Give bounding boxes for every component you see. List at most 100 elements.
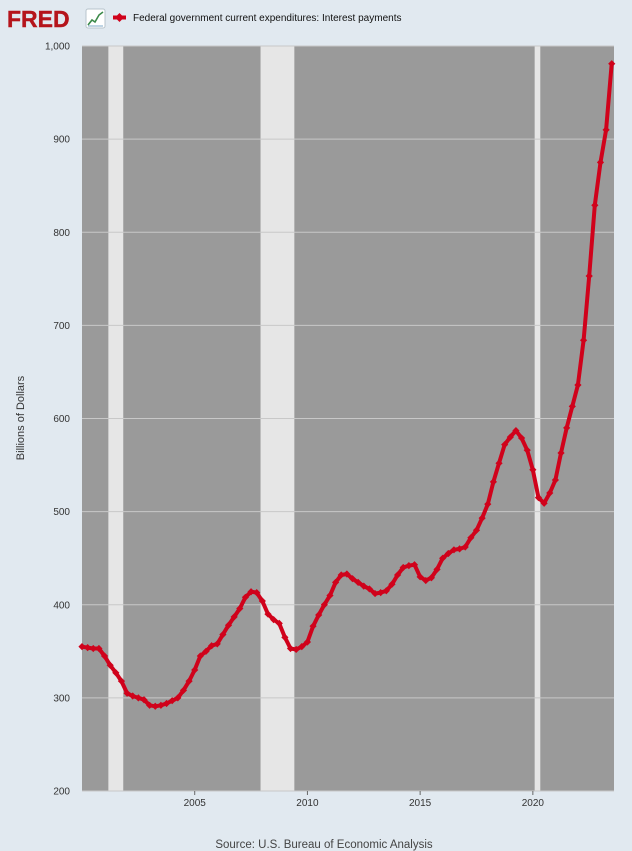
data-point[interactable] bbox=[399, 563, 407, 572]
data-point[interactable] bbox=[275, 619, 283, 627]
data-point[interactable] bbox=[95, 644, 103, 653]
data-point[interactable] bbox=[455, 545, 464, 553]
data-point[interactable] bbox=[574, 381, 582, 389]
data-point[interactable] bbox=[450, 546, 458, 554]
data-point[interactable] bbox=[467, 534, 475, 542]
data-point[interactable] bbox=[315, 611, 323, 619]
data-point[interactable] bbox=[563, 424, 571, 432]
data-point[interactable] bbox=[303, 638, 312, 646]
data-point[interactable] bbox=[320, 601, 328, 609]
data-point[interactable] bbox=[106, 661, 114, 669]
data-point[interactable] bbox=[517, 434, 526, 442]
y-tick-label: 900 bbox=[53, 135, 70, 146]
data-point[interactable] bbox=[286, 644, 295, 653]
data-point[interactable] bbox=[608, 60, 616, 68]
data-point[interactable] bbox=[191, 666, 199, 674]
data-point[interactable] bbox=[134, 694, 142, 702]
data-point[interactable] bbox=[281, 633, 289, 641]
data-point[interactable] bbox=[579, 336, 588, 344]
data-point[interactable] bbox=[129, 692, 137, 700]
data-point[interactable] bbox=[213, 640, 221, 648]
data-point[interactable] bbox=[140, 696, 148, 704]
data-point[interactable] bbox=[146, 701, 154, 709]
data-point[interactable] bbox=[602, 126, 610, 134]
data-point[interactable] bbox=[332, 578, 340, 586]
data-point[interactable] bbox=[196, 652, 204, 660]
data-point[interactable] bbox=[123, 689, 131, 697]
data-point[interactable] bbox=[360, 582, 368, 590]
data-point[interactable] bbox=[529, 466, 537, 474]
legend[interactable]: Federal government current expenditures:… bbox=[113, 13, 401, 24]
data-point[interactable] bbox=[270, 616, 278, 624]
y-tick-label: 700 bbox=[53, 321, 70, 332]
data-point[interactable] bbox=[382, 587, 390, 595]
data-point[interactable] bbox=[501, 440, 509, 449]
data-point[interactable] bbox=[388, 580, 396, 588]
data-point[interactable] bbox=[405, 562, 413, 570]
data-point[interactable] bbox=[354, 578, 362, 586]
data-point[interactable] bbox=[241, 593, 250, 601]
data-point[interactable] bbox=[230, 613, 238, 621]
data-point[interactable] bbox=[236, 604, 244, 613]
data-point[interactable] bbox=[219, 630, 227, 639]
data-point[interactable] bbox=[89, 644, 97, 653]
data-point[interactable] bbox=[596, 158, 605, 167]
data-point[interactable] bbox=[343, 570, 351, 578]
data-point[interactable] bbox=[478, 514, 486, 522]
data-point[interactable] bbox=[162, 699, 171, 708]
data-point[interactable] bbox=[174, 694, 182, 702]
data-point[interactable] bbox=[568, 402, 576, 410]
data-point[interactable] bbox=[371, 589, 379, 598]
data-point[interactable] bbox=[264, 610, 272, 618]
series-interest-payments[interactable] bbox=[78, 60, 616, 710]
data-point[interactable] bbox=[393, 571, 402, 579]
data-point[interactable] bbox=[258, 597, 266, 605]
data-point[interactable] bbox=[78, 643, 86, 651]
data-point[interactable] bbox=[151, 702, 159, 710]
data-point[interactable] bbox=[224, 621, 233, 629]
data-point[interactable] bbox=[489, 478, 497, 486]
data-point[interactable] bbox=[495, 459, 503, 467]
data-point[interactable] bbox=[326, 591, 334, 600]
data-point[interactable] bbox=[377, 589, 385, 597]
data-point[interactable] bbox=[585, 272, 593, 280]
data-point[interactable] bbox=[551, 476, 559, 484]
data-point[interactable] bbox=[309, 622, 317, 630]
data-point[interactable] bbox=[185, 677, 193, 685]
data-point[interactable] bbox=[202, 647, 210, 655]
data-point[interactable] bbox=[534, 494, 543, 502]
data-point[interactable] bbox=[208, 642, 216, 650]
data-point[interactable] bbox=[506, 433, 514, 441]
data-point[interactable] bbox=[557, 449, 565, 457]
data-point[interactable] bbox=[591, 201, 599, 209]
data-point[interactable] bbox=[292, 645, 300, 654]
data-point[interactable] bbox=[298, 643, 306, 651]
data-point[interactable] bbox=[348, 575, 357, 583]
data-point[interactable] bbox=[461, 543, 469, 551]
data-point[interactable] bbox=[433, 565, 441, 573]
data-point[interactable] bbox=[410, 561, 419, 569]
data-point[interactable] bbox=[247, 588, 255, 596]
data-point[interactable] bbox=[100, 652, 109, 660]
data-point[interactable] bbox=[546, 489, 554, 497]
data-point[interactable] bbox=[117, 677, 126, 685]
data-point[interactable] bbox=[365, 585, 374, 593]
fred-logo[interactable]: FRED bbox=[7, 6, 106, 32]
data-point[interactable] bbox=[168, 697, 176, 705]
data-point[interactable] bbox=[484, 500, 492, 508]
data-point[interactable] bbox=[439, 554, 447, 562]
data-point[interactable] bbox=[472, 526, 481, 534]
data-point[interactable] bbox=[179, 686, 188, 695]
data-point[interactable] bbox=[427, 574, 436, 582]
data-point[interactable] bbox=[523, 446, 531, 454]
data-point[interactable] bbox=[253, 589, 261, 597]
data-point[interactable] bbox=[337, 571, 345, 579]
data-point[interactable] bbox=[512, 427, 520, 435]
data-point[interactable] bbox=[416, 573, 424, 581]
data-point[interactable] bbox=[422, 576, 430, 585]
data-point[interactable] bbox=[112, 669, 120, 677]
data-point[interactable] bbox=[540, 499, 548, 507]
data-point[interactable] bbox=[84, 643, 92, 652]
data-point[interactable] bbox=[444, 549, 452, 558]
data-point[interactable] bbox=[157, 701, 165, 709]
